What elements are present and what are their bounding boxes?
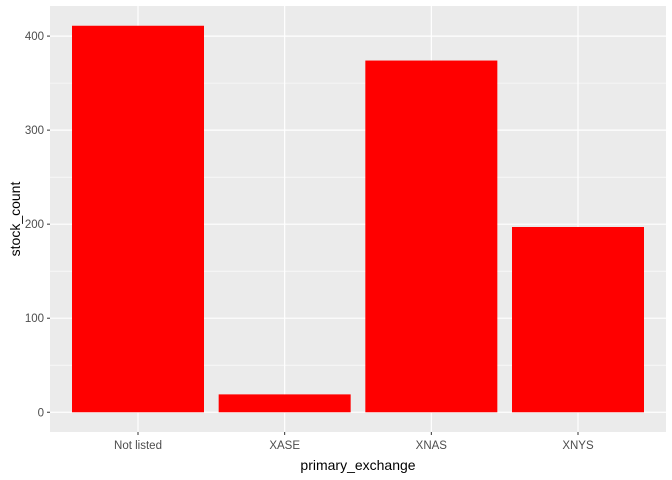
bar-xnas <box>365 60 498 413</box>
y-tick-label: 100 <box>25 313 44 325</box>
x-tick-label: XASE <box>269 440 300 452</box>
bar-xase <box>218 394 351 413</box>
x-tick-label: Not listed <box>114 440 162 452</box>
y-tick-label: 200 <box>25 219 44 231</box>
y-tick-label: 300 <box>25 125 44 137</box>
y-axis-ticks: 0 100 200 300 400 <box>25 31 50 419</box>
bars <box>72 25 644 413</box>
y-axis-title: stock_count <box>7 182 23 257</box>
x-tick-label: XNYS <box>562 440 594 452</box>
x-tick-label: XNAS <box>416 440 448 452</box>
x-axis-ticks: Not listed XASE XNAS XNYS <box>114 432 594 452</box>
y-tick-label: 400 <box>25 31 44 43</box>
bar-xnys <box>512 226 644 413</box>
y-tick-label: 0 <box>38 407 44 419</box>
x-axis-title: primary_exchange <box>300 457 415 473</box>
bar-not-listed <box>72 25 204 413</box>
